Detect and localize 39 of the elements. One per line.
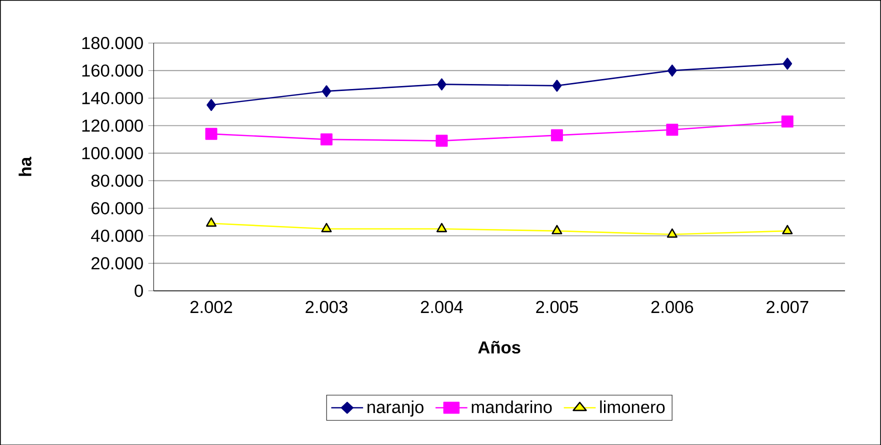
point bbox=[206, 98, 216, 111]
point bbox=[436, 222, 448, 232]
point bbox=[552, 224, 562, 234]
point bbox=[436, 134, 448, 147]
y-tick-label: 140.000 bbox=[82, 92, 143, 104]
y-tick-label: 60.000 bbox=[92, 202, 143, 214]
x-tick-label: 2.004 bbox=[420, 300, 463, 313]
point bbox=[320, 133, 332, 146]
point bbox=[781, 115, 794, 128]
point bbox=[782, 58, 792, 70]
point bbox=[321, 222, 332, 232]
y-tick-label: 180.000 bbox=[82, 36, 143, 49]
x-tick-label: 2.007 bbox=[766, 300, 808, 313]
legend-label: naranjo bbox=[368, 400, 424, 416]
y-tick-label: 80.000 bbox=[91, 174, 143, 187]
point bbox=[668, 64, 677, 76]
x-tick-label: 2.006 bbox=[651, 300, 694, 313]
point bbox=[322, 85, 332, 98]
y-tick-label: 120.000 bbox=[82, 119, 143, 132]
point bbox=[552, 80, 562, 92]
x-axis-title: Años bbox=[478, 340, 520, 354]
x-tick-label: 2.002 bbox=[190, 300, 232, 313]
x-tick-label: 2.005 bbox=[536, 300, 578, 313]
x-tick-label: 2.003 bbox=[306, 300, 348, 313]
y-tick-label: 40.000 bbox=[91, 229, 143, 242]
y-tick-label: 0 bbox=[134, 284, 143, 297]
y-tick-label: 100.000 bbox=[82, 146, 143, 160]
point bbox=[782, 224, 793, 234]
legend-label: limonero bbox=[600, 400, 665, 414]
legend-label: mandarino bbox=[472, 400, 552, 414]
y-axis-title: ha bbox=[18, 156, 32, 176]
y-tick-label: 160.000 bbox=[82, 64, 143, 77]
point bbox=[205, 128, 218, 140]
y-tick-label: 20.000 bbox=[92, 256, 143, 270]
point bbox=[550, 129, 563, 142]
point bbox=[206, 217, 217, 227]
point bbox=[437, 78, 446, 90]
point bbox=[666, 124, 678, 136]
point bbox=[666, 228, 678, 238]
